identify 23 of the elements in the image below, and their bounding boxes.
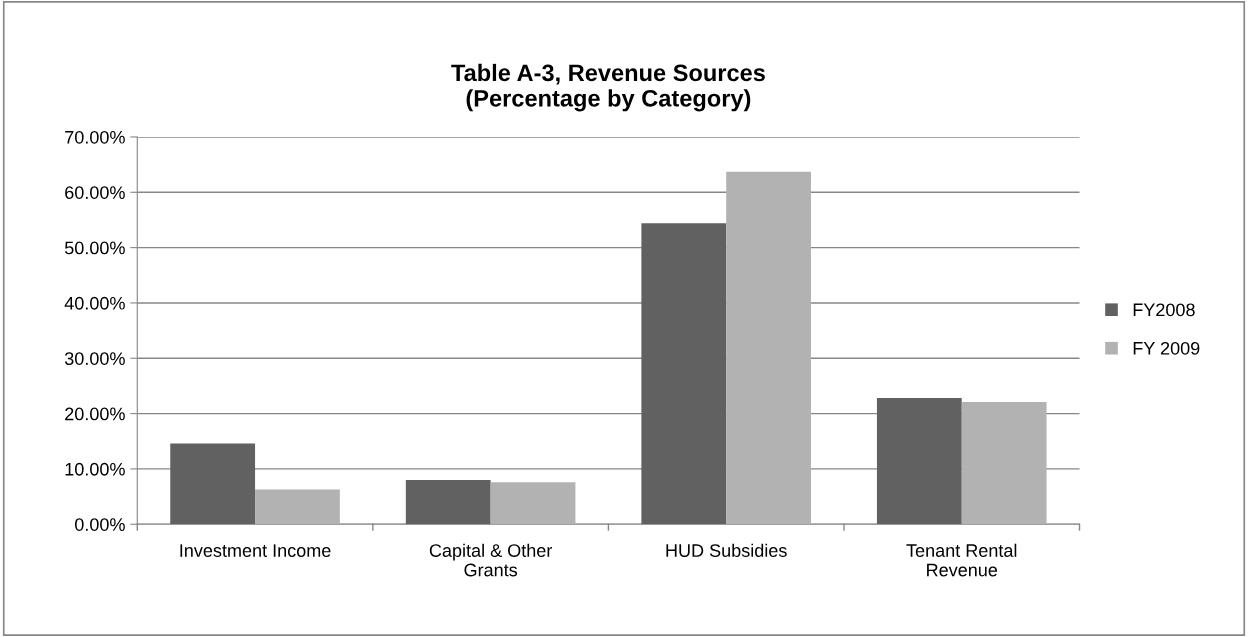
bar xyxy=(490,482,576,525)
y-tick-label: 50.00% xyxy=(64,241,125,255)
bar xyxy=(876,398,962,525)
x-tick-label: Tenant Rental Revenue xyxy=(906,543,1017,577)
y-tick-label: 0.00% xyxy=(74,518,125,531)
x-tick-label: HUD Subsidies xyxy=(666,543,787,557)
x-tick-label: Capital & Other Grants xyxy=(429,543,553,577)
bar xyxy=(170,443,256,525)
bar xyxy=(641,223,727,525)
y-tick-label: 70.00% xyxy=(65,130,125,144)
y-tick-label: 20.00% xyxy=(65,407,125,421)
bar xyxy=(255,489,340,525)
bar xyxy=(961,401,1047,525)
legend-label: FY 2009 xyxy=(1133,341,1200,355)
legend-label: FY2008 xyxy=(1133,303,1195,317)
bar xyxy=(726,171,811,525)
x-tick-label: Investment Income xyxy=(180,544,331,557)
y-tick-label: 60.00% xyxy=(65,186,125,199)
y-tick-label: 30.00% xyxy=(64,352,125,365)
y-tick-label: 10.00% xyxy=(65,462,125,476)
bar xyxy=(405,479,491,525)
chart-title: Table A-3, Revenue Sources (Percentage by Category) xyxy=(451,63,765,112)
y-tick-label: 40.00% xyxy=(64,296,125,310)
